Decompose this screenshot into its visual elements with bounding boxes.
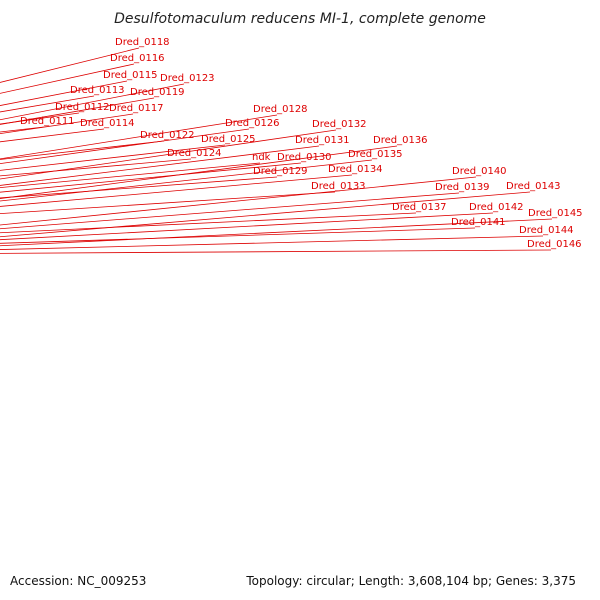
gene-label: Dred_0139 [435,182,490,193]
gene-label: Dred_0137 [392,202,447,213]
gene-label: Dred_0117 [109,103,164,114]
gene-label: Dred_0122 [140,130,195,141]
gene-label: Dred_0126 [225,118,280,129]
gene-label: Dred_0142 [469,202,524,213]
gene-label: Dred_0123 [160,73,215,84]
gene-leader-line [0,63,135,94]
gene-label: Dred_0124 [167,148,222,159]
gene-label: Dred_0145 [528,208,583,219]
gene-label: Dred_0125 [201,134,256,145]
gene-label: Dred_0136 [373,135,428,146]
topology-summary: Topology: circular; Length: 3,608,104 bp… [246,574,576,588]
gene-leader-line [0,80,128,106]
gene-label: Dred_0113 [70,85,125,96]
gene-leader-line [0,192,460,230]
gene-leader-line [0,97,155,125]
gene-label: Dred_0134 [328,164,383,175]
gene-label: Dred_0115 [103,70,158,81]
gene-leader-line [0,212,417,234]
gene-label: Dred_0135 [348,149,403,160]
gene-label: Dred_0146 [527,239,582,250]
gene-leader-line [0,227,476,244]
gene-label: Dred_0140 [452,166,507,177]
gene-label: Dred_0119 [130,87,185,98]
gene-label: Dred_0144 [519,225,574,236]
gene-label: Dred_0118 [115,37,170,48]
accession-text: Accession: NC_009253 [10,574,147,588]
gene-leader-line [0,191,531,238]
gene-leader-line [0,129,337,180]
gene-label: Dred_0133 [311,181,366,192]
gene-label: Dred_0114 [80,118,135,129]
gene-leader-line [0,145,398,199]
gene-leader-line [0,145,320,186]
gene-labels: Dred_0111 Dred_0112 Dred_0113 Dred_0114 Dred… [0,37,583,254]
gene-leader-line [0,176,278,199]
gene-leader-line [0,174,353,207]
gene-leader-line [0,249,552,254]
gene-leader-line [0,128,250,165]
gene-label: Dred_0131 [295,135,350,146]
gene-leader-line [0,113,134,135]
gene-leader-line [0,235,544,250]
gene-label: Dred_0116 [110,53,165,64]
gene-leader-line [0,218,553,247]
gene-leader-line [0,83,185,121]
gene-leader-line [0,47,140,83]
gene-label: Dred_0130 [277,152,332,163]
gene-label: Dred_0132 [312,119,367,130]
gene-leader-line [0,158,192,177]
gene-leader-line [0,162,261,189]
gene-label: Dred_0128 [253,104,308,115]
gene-label: ndk [252,152,271,163]
gene-leader-line [0,191,336,215]
gene-label: Dred_0143 [506,181,561,192]
gene-leader-line [0,212,494,241]
gene-label: Dred_0112 [55,102,110,113]
gene-leader-line [0,140,165,160]
gene-leader-line [0,159,373,202]
gene-label: Dred_0111 [20,116,75,127]
gene-label: Dred_0129 [253,166,308,177]
gene-leader-line [0,144,226,171]
gene-leader-line [0,176,477,226]
gene-leader-line [0,114,278,160]
map-title: Desulfotomaculum reducens MI-1, complete… [114,11,486,27]
